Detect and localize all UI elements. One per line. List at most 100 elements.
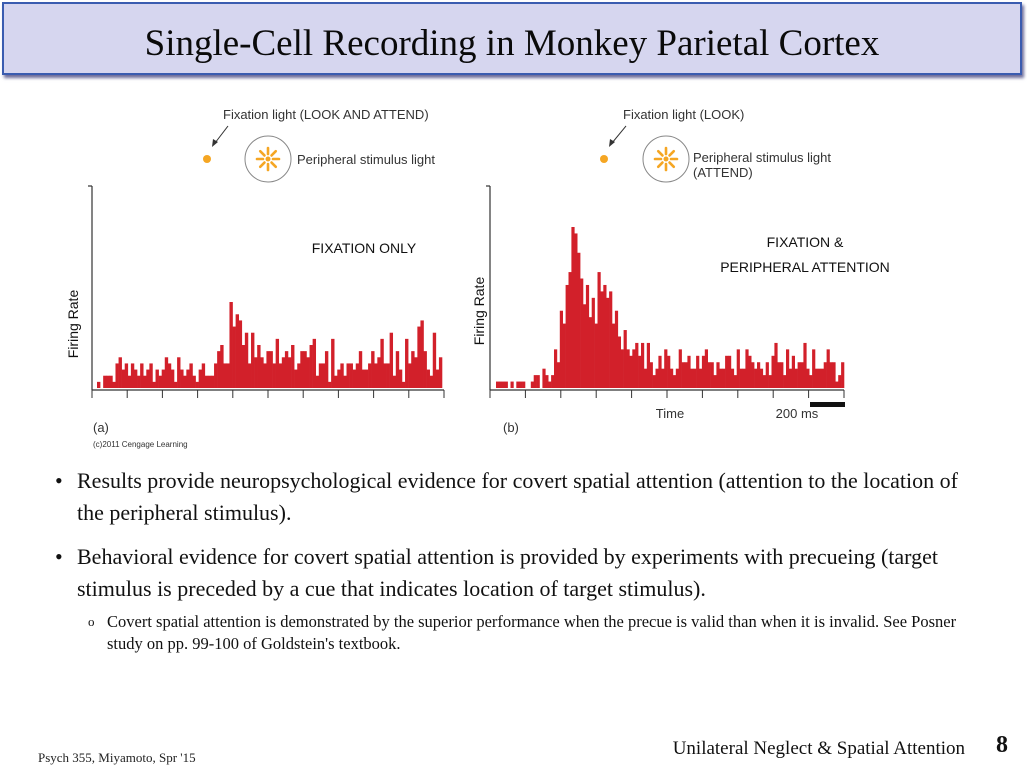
histogram-bar [501,381,505,388]
histogram-bar [127,375,132,388]
histogram-bar [696,355,700,388]
histogram-bar [303,351,307,388]
histogram-bar [562,323,566,388]
histogram-bar [392,375,397,388]
histogram-bar [765,362,769,388]
histogram-bar [797,362,801,388]
histogram-bar [97,381,101,388]
histogram-bar [545,375,549,388]
panel-a-pointer-arrowhead [212,139,218,147]
histogram-bar [542,368,546,388]
histogram-bar [603,284,607,388]
sun-icon [653,146,679,172]
histogram-bar [559,310,563,388]
histogram-bar [364,369,369,388]
histogram-bar [130,363,135,388]
histogram-bar [155,369,159,388]
histogram-bar [300,351,304,388]
histogram-bar [214,363,218,388]
histogram-bar [432,332,437,388]
histogram-bar [533,375,537,388]
histogram-bar [112,381,116,388]
histogram-bar [638,355,642,388]
histogram-bar [841,362,845,388]
panel-b-letter: (b) [503,420,519,435]
histogram-bar [667,355,671,388]
bullet-text: Behavioral evidence for covert spatial a… [77,544,938,601]
histogram-bar [106,375,110,388]
histogram-bar [368,363,372,388]
histogram-bar [408,363,412,388]
histogram-bar [623,330,627,388]
histogram-bar [257,345,261,388]
histogram-bar [768,375,772,388]
histogram-bar [371,351,375,388]
page-number: 8 [996,732,1008,758]
histogram-bar [411,351,415,388]
histogram-bar [632,349,636,388]
histogram-bar [580,278,584,388]
histogram-bar [585,284,590,388]
histogram-bar [220,345,224,388]
panel-a-letter: (a) [93,420,109,435]
histogram-bar [241,345,246,388]
histogram-bar [352,369,357,388]
histogram-bar [161,369,166,388]
panel-b-y-label: Firing Rate [471,277,487,346]
histogram-bar [710,362,714,388]
histogram-bar [699,368,703,388]
panel-a-fixation-dot [203,155,211,163]
histogram-bar [655,368,659,388]
histogram-bar [266,351,270,388]
histogram-bar [713,375,717,388]
panel-b-x-ticks [489,390,845,398]
histogram-bar [281,357,286,388]
histogram-bar [661,368,665,388]
histogram-bar [164,357,169,388]
histogram-bar [121,369,126,388]
histogram-bar [435,369,440,388]
sub-bullet-item: o Covert spatial attention is demonstrat… [55,611,985,655]
panel-a-x-ticks [91,390,445,398]
histogram-bar [530,381,534,388]
histogram-bar [207,375,212,388]
histogram-bar [201,363,206,388]
histogram-bar [629,355,633,388]
histogram-bar [774,342,778,388]
sun-ray [258,149,266,157]
panel-b-stimulus-label-1: Peripheral stimulus light [693,150,831,165]
histogram-bar [826,349,830,388]
histogram-bar [315,375,320,388]
histogram-bar [812,349,816,388]
histogram-bar [318,363,323,388]
histogram-bar [340,363,344,388]
figure: Fixation light (LOOK AND ATTEND) Periphe… [65,107,890,449]
histogram-bar [260,357,264,388]
histogram-bar [146,369,150,388]
histogram-bar [374,363,378,388]
histogram-bar [328,381,332,388]
sun-center [265,156,271,162]
histogram-bar [331,338,335,388]
histogram-bar [519,381,523,388]
histogram-bar [210,375,215,388]
panel-b-fixation-label: Fixation light (LOOK) [623,107,744,122]
histogram-bar [757,362,761,388]
histogram-bar [678,349,682,388]
histogram-bar [620,349,624,388]
histogram-bar [762,375,766,388]
histogram-bar [324,351,329,388]
histogram-bar [748,355,752,388]
title-bar: Single-Cell Recording in Monkey Parietal… [2,2,1022,75]
histogram-bar [609,291,613,388]
histogram-bar [269,351,273,388]
histogram-bar [670,368,674,388]
sun-center [663,156,669,162]
histogram-bar [728,355,732,388]
histogram-bar [832,362,836,388]
histogram-bar [229,302,233,388]
histogram-bar [815,368,819,388]
histogram-bar [189,363,193,388]
histogram-bar [771,355,775,388]
histogram-bar [423,351,427,388]
